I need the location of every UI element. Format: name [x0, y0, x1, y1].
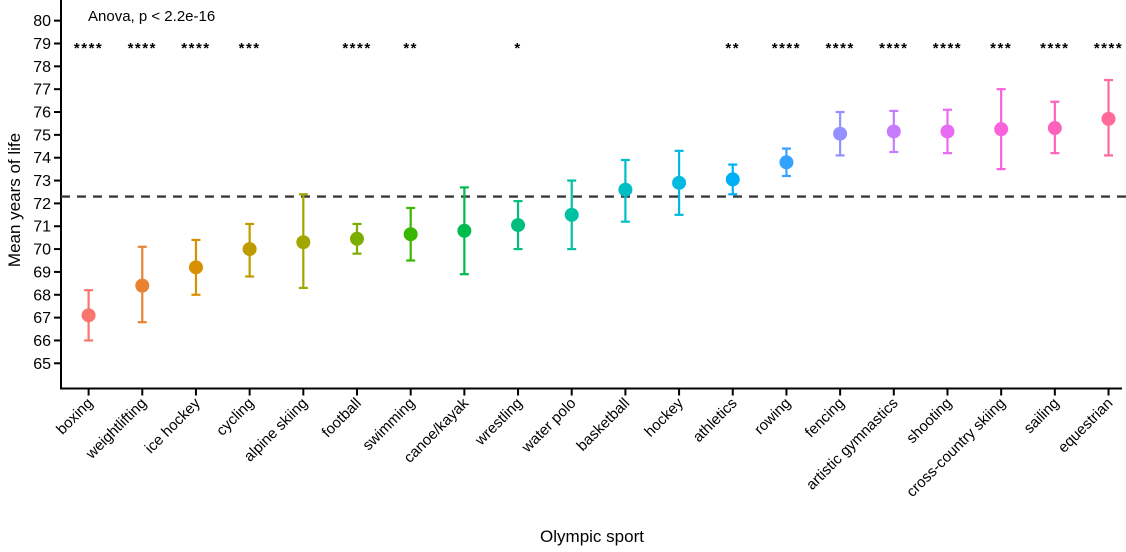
- x-tick-label: football: [319, 395, 365, 441]
- x-tick-label: hockey: [641, 394, 687, 440]
- y-tick-label: 69: [33, 264, 51, 281]
- anova-annotation: Anova, p < 2.2e-16: [88, 8, 216, 25]
- x-tick-label: wrestling: [471, 395, 526, 450]
- mean-dot: [833, 126, 848, 141]
- significance-stars: **: [725, 40, 740, 57]
- x-axis-title: Olympic sport: [540, 527, 644, 546]
- y-tick-label: 72: [33, 196, 51, 213]
- mean-dot: [350, 231, 364, 246]
- significance-stars: ****: [1094, 40, 1123, 57]
- mean-dot: [725, 172, 740, 187]
- mean-dot: [1047, 121, 1062, 136]
- mean-dot: [618, 182, 633, 197]
- x-tick-label: shooting: [903, 395, 955, 447]
- y-tick-label: 67: [33, 310, 51, 327]
- significance-stars: ****: [879, 40, 908, 57]
- x-tick-label: rowing: [751, 395, 794, 438]
- x-tick-label: equestrian: [1055, 395, 1117, 457]
- y-tick-label: 66: [33, 333, 51, 350]
- mean-dot: [188, 260, 203, 275]
- mean-dot: [296, 235, 311, 250]
- x-tick-label: cycling: [213, 395, 257, 439]
- y-tick-label: 74: [33, 150, 51, 167]
- y-tick-label: 75: [33, 127, 51, 144]
- x-tick-label: fencing: [802, 395, 848, 441]
- x-tick-label: water polo: [518, 395, 580, 457]
- y-tick-label: 68: [33, 287, 51, 304]
- significance-stars: ****: [1040, 40, 1069, 57]
- mean-dot: [1101, 111, 1116, 126]
- mean-dot: [886, 124, 901, 139]
- significance-stars: ****: [128, 40, 157, 57]
- x-tick-label: ice hockey: [142, 394, 204, 456]
- mean-dot: [511, 218, 526, 233]
- significance-stars: ****: [342, 40, 371, 57]
- y-tick-label: 78: [33, 59, 51, 76]
- x-tick-label: sailing: [1021, 395, 1063, 437]
- significance-stars: **: [403, 40, 418, 57]
- mean-dot: [135, 278, 150, 293]
- mean-dot: [940, 124, 955, 139]
- significance-stars: ****: [74, 40, 103, 57]
- mean-dot: [403, 227, 418, 242]
- significance-stars: *: [514, 40, 521, 57]
- mean-dot: [672, 175, 687, 190]
- x-tick-label: artistic gymnastics: [803, 395, 902, 494]
- y-tick-label: 65: [33, 356, 51, 373]
- mean-dot: [994, 122, 1009, 137]
- y-tick-label: 71: [33, 219, 51, 236]
- significance-stars: ***: [239, 40, 261, 57]
- mean-dot: [242, 242, 257, 257]
- significance-stars: ****: [772, 40, 801, 57]
- significance-stars: ***: [990, 40, 1012, 57]
- y-tick-label: 80: [33, 13, 51, 30]
- significance-stars: ****: [933, 40, 962, 57]
- significance-stars: ****: [825, 40, 854, 57]
- x-tick-label: cross-country skiing: [903, 395, 1009, 501]
- x-tick-label: boxing: [53, 395, 96, 438]
- y-tick-label: 76: [33, 105, 51, 122]
- mean-dot: [81, 308, 96, 323]
- y-tick-label: 70: [33, 242, 51, 259]
- mean-dot: [564, 207, 579, 222]
- mean-dot: [457, 223, 472, 238]
- significance-stars: ****: [181, 40, 210, 57]
- x-tick-label: basketball: [573, 395, 633, 455]
- y-tick-label: 73: [33, 173, 51, 190]
- y-tick-label: 77: [33, 82, 51, 99]
- y-tick-label: 79: [33, 36, 51, 53]
- x-tick-label: athletics: [690, 395, 741, 446]
- mean-dot: [779, 155, 794, 170]
